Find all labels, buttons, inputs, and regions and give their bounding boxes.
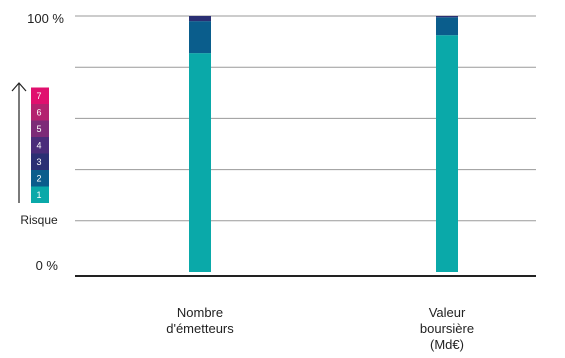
y-tick-label: 0 %: [36, 258, 59, 273]
legend-swatch-label: 4: [36, 140, 41, 150]
legend-swatch-label: 7: [36, 91, 41, 101]
legend-swatch: [31, 104, 49, 121]
bar-segment: [189, 53, 211, 273]
legend-swatch: [31, 170, 49, 187]
legend-title: Risque: [20, 213, 58, 227]
bar-segment: [436, 35, 458, 273]
legend-swatch-label: 5: [36, 124, 41, 134]
gridlines: [75, 15, 536, 277]
category-label: d'émetteurs: [166, 321, 234, 336]
legend-swatch-label: 3: [36, 157, 41, 167]
legend-swatch: [31, 153, 49, 170]
bar-segment: [436, 17, 458, 36]
category-label: Valeur: [429, 305, 466, 320]
y-axis-ticks: 0 % 100 %: [27, 11, 64, 273]
bar-segment: [436, 16, 458, 18]
bars: [189, 16, 458, 273]
bar-segment: [189, 21, 211, 54]
legend-swatch: [31, 87, 49, 104]
category-label: Nombre: [177, 305, 223, 320]
legend-swatch: [31, 137, 49, 154]
risk-legend: 1 2 3 4 5 6 7 Risque: [11, 82, 58, 227]
legend-swatch-label: 1: [36, 190, 41, 200]
category-label: boursière: [420, 321, 474, 336]
bar-segment: [189, 16, 211, 22]
risk-arrow-head: [11, 82, 27, 92]
y-tick-label: 100 %: [27, 11, 64, 26]
legend-swatch-label: 2: [36, 173, 41, 183]
category-label: (Md€): [430, 337, 464, 352]
legend-swatch: [31, 186, 49, 203]
legend-swatch-label: 6: [36, 107, 41, 117]
legend-swatch: [31, 120, 49, 137]
